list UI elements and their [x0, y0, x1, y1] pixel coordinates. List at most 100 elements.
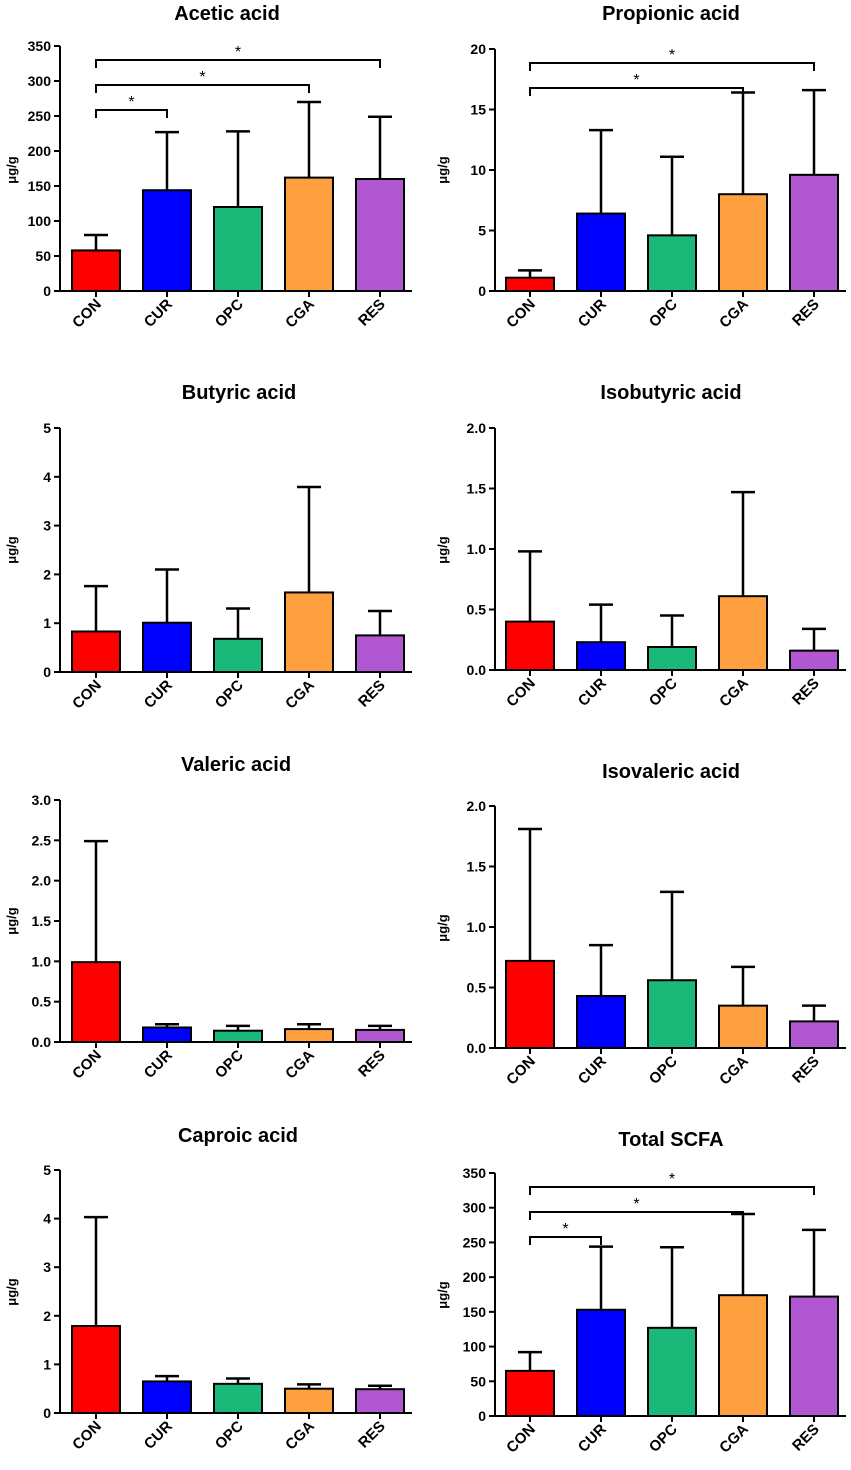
category-label-opc: OPC: [646, 1421, 681, 1456]
bar-cga: [718, 1004, 768, 1050]
bar-cga: [718, 193, 768, 292]
y-tick-label: 0.5: [467, 602, 487, 618]
category-label-con: CON: [503, 296, 539, 332]
y-tick-label: 2: [43, 1308, 51, 1324]
bar-con: [71, 1325, 121, 1414]
category-label-res: RES: [355, 1418, 389, 1452]
category-label-opc: OPC: [646, 1053, 681, 1088]
chart-title: Acetic acid: [174, 3, 280, 25]
significance-bracket: [95, 59, 381, 68]
y-tick-label: 50: [470, 1373, 486, 1389]
y-tick-label: 350: [28, 38, 52, 54]
bar-opc: [647, 234, 697, 292]
y-tick-label: 350: [463, 1165, 487, 1181]
bar-opc: [647, 646, 697, 672]
bar-cur: [576, 212, 626, 292]
category-label-cga: CGA: [282, 677, 318, 713]
y-tick-label: 0.0: [467, 662, 487, 678]
y-tick-label: 0: [478, 1408, 486, 1424]
y-tick-label: 0: [43, 283, 51, 299]
y-tick-label: 150: [28, 178, 52, 194]
bar-cur: [142, 1380, 192, 1415]
chart-title: Propionic acid: [602, 3, 740, 25]
y-tick-label: 2.5: [32, 832, 52, 848]
category-label-cur: CUR: [575, 296, 610, 331]
y-tick-label: 1: [43, 615, 51, 631]
category-label-opc: OPC: [646, 296, 681, 331]
chart-title: Caproic acid: [178, 1125, 298, 1147]
chart-title: Valeric acid: [181, 754, 291, 776]
y-tick-label: 0: [43, 664, 51, 680]
bar-con: [71, 630, 121, 673]
y-axis-label: μg/g: [435, 156, 450, 184]
chart-title: Total SCFA: [618, 1129, 723, 1151]
bar-res: [355, 178, 405, 292]
chart-title: Isovaleric acid: [602, 761, 740, 783]
category-label-con: CON: [69, 1418, 105, 1454]
y-tick-label: 20: [470, 41, 486, 57]
bar-opc: [213, 206, 263, 292]
significance-bracket: [529, 1236, 602, 1245]
y-tick-label: 1.5: [467, 859, 487, 875]
significance-star: *: [199, 69, 205, 86]
bar-con: [71, 961, 121, 1044]
category-label-cga: CGA: [282, 296, 318, 332]
significance-bracket: [529, 1186, 815, 1195]
y-tick-label: 1.0: [467, 919, 487, 935]
y-tick-label: 50: [35, 248, 51, 264]
category-label-con: CON: [69, 296, 105, 332]
significance-bracket: [95, 109, 168, 118]
category-label-cga: CGA: [282, 1047, 318, 1083]
category-label-opc: OPC: [646, 675, 681, 710]
chart-panel-4: Isobutyric acid μg/g 0.0 0.5 1.0 1.5 2.0 CON CUR…: [435, 382, 846, 710]
bar-cur: [576, 1308, 626, 1418]
y-tick-label: 1.5: [32, 913, 52, 929]
category-label-con: CON: [69, 677, 105, 713]
bar-res: [789, 1020, 839, 1050]
y-tick-label: 2: [43, 566, 51, 582]
chart-title: Isobutyric acid: [600, 382, 741, 404]
y-tick-label: 4: [43, 469, 51, 485]
significance-star: *: [562, 1221, 568, 1238]
category-label-res: RES: [789, 675, 823, 709]
category-label-cur: CUR: [141, 1047, 176, 1082]
y-tick-label: 0.5: [467, 980, 487, 996]
chart-panel-6: Isovaleric acid μg/g 0.0 0.5 1.0 1.5 2.0 CON CUR…: [435, 761, 846, 1088]
category-label-res: RES: [355, 1047, 389, 1081]
bar-cga: [718, 595, 768, 671]
category-label-cga: CGA: [716, 1421, 752, 1457]
bar-res: [355, 1388, 405, 1415]
category-label-cga: CGA: [716, 296, 752, 332]
bar-opc: [647, 979, 697, 1049]
y-tick-label: 0: [43, 1405, 51, 1421]
y-tick-label: 100: [463, 1339, 487, 1355]
y-tick-label: 1: [43, 1356, 51, 1372]
y-axis-label: μg/g: [4, 907, 19, 935]
bar-con: [505, 276, 555, 293]
y-axis-label: μg/g: [435, 914, 450, 942]
bar-cga: [284, 176, 334, 293]
y-axis-label: μg/g: [4, 156, 19, 184]
y-tick-label: 5: [43, 1162, 51, 1178]
category-label-res: RES: [355, 296, 389, 330]
category-label-opc: OPC: [212, 677, 247, 712]
bar-cga: [284, 1028, 334, 1044]
y-tick-label: 2.0: [32, 873, 52, 889]
y-tick-label: 250: [28, 108, 52, 124]
y-axis-label: μg/g: [4, 1278, 19, 1306]
bar-cga: [284, 1387, 334, 1414]
category-label-cur: CUR: [575, 1421, 610, 1456]
significance-star: *: [235, 44, 241, 61]
bar-res: [355, 1028, 405, 1044]
y-tick-label: 4: [43, 1211, 51, 1227]
y-tick-label: 300: [463, 1200, 487, 1216]
category-label-res: RES: [789, 296, 823, 330]
chart-panel-2: Propionic acid μg/g 0 5 10 15 20 CON CUR OPC CGA RE…: [435, 3, 846, 331]
bar-cur: [142, 189, 192, 292]
bar-con: [71, 249, 121, 292]
bar-cur: [576, 994, 626, 1049]
chart-panel-8: Total SCFA μg/g 0 50 100 150 200 250 300 350 CON CU…: [435, 1129, 846, 1456]
y-tick-label: 0.5: [32, 994, 52, 1010]
category-label-cga: CGA: [282, 1418, 318, 1454]
